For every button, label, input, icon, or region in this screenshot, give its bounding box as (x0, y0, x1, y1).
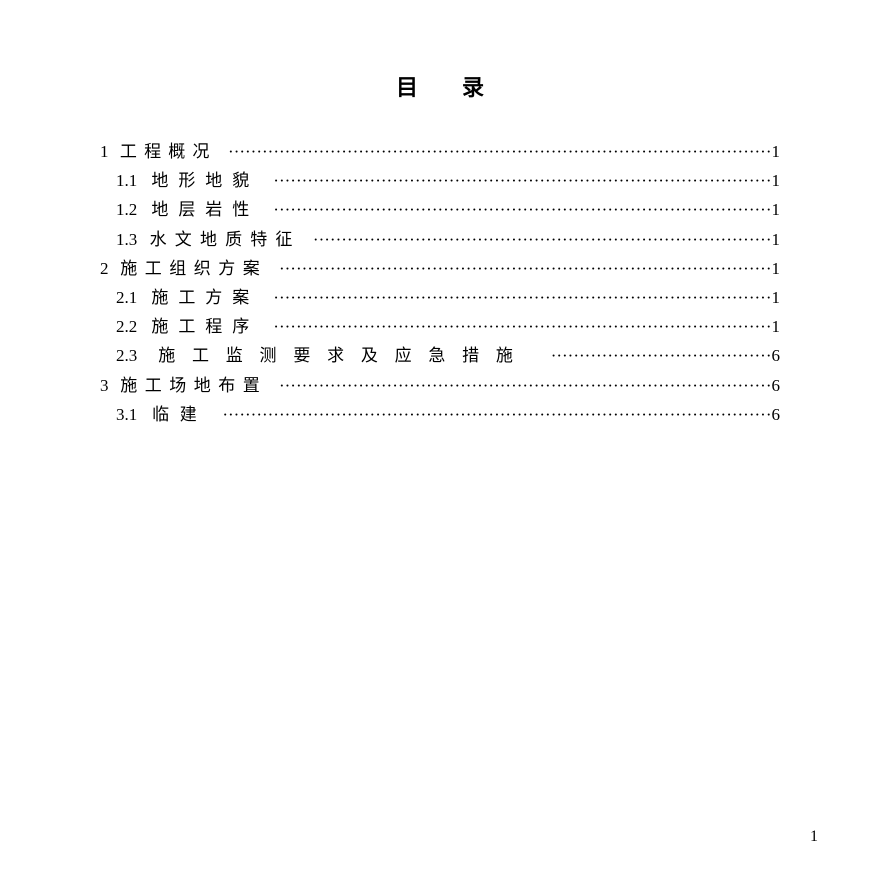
toc-entry-1-1: 1.1 地形地貌 ·······························… (100, 167, 780, 194)
toc-entry-1-3: 1.3 水文地质特征 ·····························… (100, 226, 780, 253)
page-number: 1 (810, 828, 818, 846)
toc-entry-2-3: 2.3 施工监测要求及应急措施 ························… (100, 342, 780, 369)
toc-entry-2: 2 施工组织方案 ·······························… (100, 255, 780, 282)
toc-entry-3: 3 施工场地布置 ·······························… (100, 372, 780, 399)
toc-entry-1-2: 1.2 地层岩性 ·······························… (100, 196, 780, 223)
toc-entry-2-1: 2.1 施工方案 ·······························… (100, 284, 780, 311)
toc-entry-2-2: 2.2 施工程序 ·······························… (100, 313, 780, 340)
toc-body: 1 工程概况 ·································… (100, 138, 780, 428)
toc-entry-1: 1 工程概况 ·································… (100, 138, 780, 165)
toc-entry-3-1: 3.1 临建 ·································… (100, 401, 780, 428)
toc-title: 目 录 (100, 70, 780, 102)
